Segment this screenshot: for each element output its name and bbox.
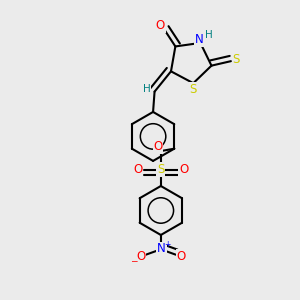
Text: N: N (195, 33, 204, 46)
Text: O: O (176, 250, 186, 263)
Text: O: O (136, 250, 145, 263)
Text: H: H (143, 84, 151, 94)
Text: O: O (134, 163, 143, 176)
Text: S: S (232, 53, 240, 66)
Text: H: H (205, 31, 213, 40)
Text: N: N (157, 242, 166, 255)
Text: S: S (190, 83, 197, 96)
Text: S: S (157, 163, 164, 176)
Text: O: O (156, 19, 165, 32)
Text: −: − (130, 256, 138, 265)
Text: +: + (164, 240, 171, 249)
Text: O: O (153, 140, 163, 153)
Text: O: O (179, 163, 188, 176)
